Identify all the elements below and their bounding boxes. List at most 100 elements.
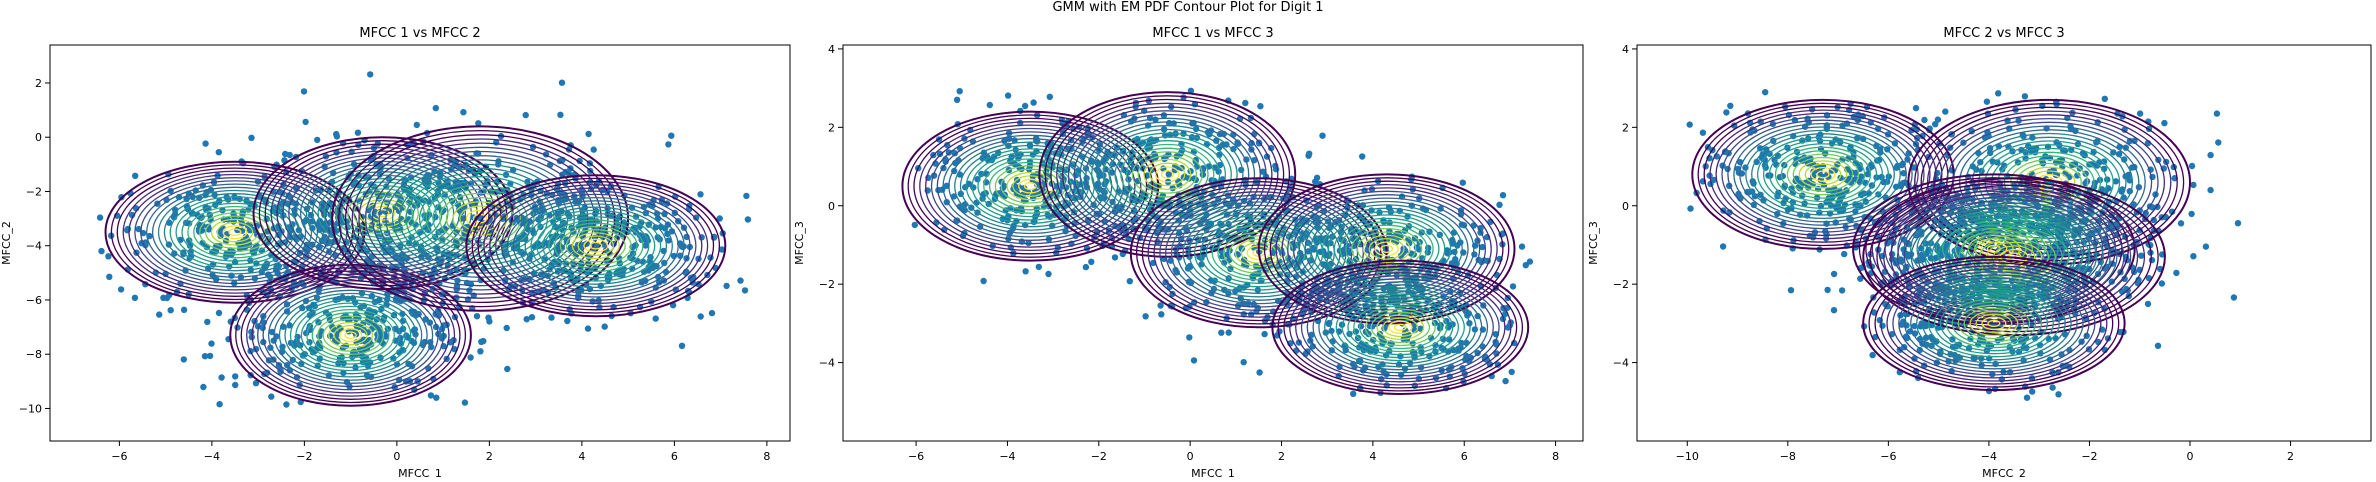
- axes-frame: [842, 44, 1584, 442]
- contour-line: [1316, 207, 1458, 291]
- axes-frame: [49, 44, 791, 442]
- axes-frame: [1636, 44, 2372, 442]
- scatter-point: [1479, 243, 1486, 251]
- x-tick-label: 4: [1369, 450, 1376, 463]
- scatter-point: [2173, 269, 2180, 277]
- scatter-point: [1771, 156, 1778, 164]
- contour-line: [1910, 280, 2078, 367]
- contour-line: [347, 191, 419, 235]
- contour-line: [1312, 281, 1489, 374]
- contour-line: [278, 292, 423, 378]
- y-tick-label: 2: [1622, 121, 1629, 134]
- contour-line: [1804, 163, 1842, 186]
- contour-line: [489, 187, 703, 305]
- scatter-point: [412, 331, 419, 338]
- scatter-point: [2207, 151, 2214, 159]
- scatter-point: [2202, 243, 2210, 250]
- x-axis-label: MFCC_1: [398, 467, 442, 478]
- contour-line: [352, 195, 414, 232]
- x-tick-label: −6: [1880, 450, 1896, 463]
- plot-area: [96, 71, 752, 408]
- scatter-point: [473, 313, 481, 320]
- scatter-point: [171, 250, 178, 257]
- scatter-point: [2161, 119, 2168, 127]
- scatter-point: [1000, 191, 1007, 199]
- scatter-point: [2112, 178, 2120, 185]
- contour-line: [328, 321, 374, 349]
- scatter-point: [1385, 204, 1393, 211]
- scatter-point: [128, 211, 136, 219]
- scatter-point: [2158, 280, 2166, 287]
- x-tick-label: −4: [1981, 450, 1997, 463]
- scatter-point: [1328, 327, 1335, 335]
- contour-line: [289, 299, 412, 372]
- scatter-point: [1276, 328, 1283, 335]
- y-tick-label: −4: [26, 240, 42, 253]
- scatter-point: [528, 314, 536, 321]
- contour-line: [518, 203, 673, 289]
- contour-line: [258, 140, 508, 287]
- scatter-point: [1727, 102, 1734, 110]
- scatter-point: [433, 394, 440, 401]
- scatter-point: [1511, 339, 1518, 347]
- contour-line: [1762, 139, 1884, 209]
- contour-line: [322, 318, 379, 352]
- scatter-point: [1160, 112, 1168, 119]
- contour-line: [1780, 150, 1866, 199]
- scatter-point: [1841, 250, 1848, 258]
- scatter-point: [218, 374, 225, 381]
- scatter-point: [1020, 185, 1028, 192]
- scatter-point: [1699, 129, 1707, 136]
- scatter-point: [1305, 248, 1312, 255]
- x-tick-label: 6: [671, 450, 678, 463]
- scatter-point: [478, 189, 485, 196]
- contour-line: [983, 158, 1078, 214]
- scatter-point: [2055, 391, 2062, 398]
- contour-line: [335, 184, 431, 242]
- contour-line: [1382, 317, 1419, 338]
- y-axis-label: MFCC_3: [1587, 221, 1600, 265]
- contour-line: [276, 150, 490, 276]
- scatter-point: [1856, 161, 1863, 169]
- contour-line: [338, 129, 623, 308]
- scatter-point: [354, 129, 362, 136]
- scatter-point: [1045, 270, 1052, 278]
- contour-line: [134, 177, 336, 288]
- scatter-point: [1509, 283, 1517, 290]
- scatter-point: [1687, 205, 1694, 212]
- scatter-point: [1234, 139, 1241, 146]
- scatter-point: [2213, 110, 2221, 117]
- scatter-point: [131, 294, 139, 301]
- scatter-point: [2150, 216, 2157, 224]
- y-tick-label: −10: [19, 402, 42, 415]
- scatter-point: [1852, 169, 1860, 177]
- contour-line: [1868, 259, 2120, 388]
- y-tick-label: −4: [819, 357, 835, 370]
- scatter-point: [2085, 346, 2093, 353]
- scatter-point: [558, 79, 566, 86]
- scatter-point: [1417, 325, 1424, 332]
- scatter-point: [486, 318, 493, 325]
- scatter-point: [467, 354, 474, 361]
- scatter-point: [208, 340, 215, 347]
- scatter-point: [140, 229, 147, 237]
- contour-line: [512, 200, 679, 292]
- scatter-point: [461, 399, 469, 406]
- scatter-point: [668, 132, 675, 139]
- scatter-point: [632, 242, 639, 249]
- contour-line: [459, 205, 501, 232]
- scatter-point: [146, 232, 153, 240]
- scatter-point: [1496, 201, 1503, 208]
- plot-area: [901, 87, 1534, 397]
- scatter-point: [2142, 209, 2149, 217]
- contour-line: [1910, 202, 2118, 311]
- scatter-point: [1230, 145, 1237, 153]
- contour-line: [163, 193, 307, 272]
- contour-line: [1295, 272, 1506, 383]
- contour-line: [1050, 98, 1285, 250]
- scatter-point: [2148, 256, 2156, 264]
- scatter-point: [200, 383, 207, 391]
- scatter-point: [2154, 342, 2162, 349]
- contour-line: [1945, 298, 2043, 349]
- scatter-point: [1158, 311, 1165, 318]
